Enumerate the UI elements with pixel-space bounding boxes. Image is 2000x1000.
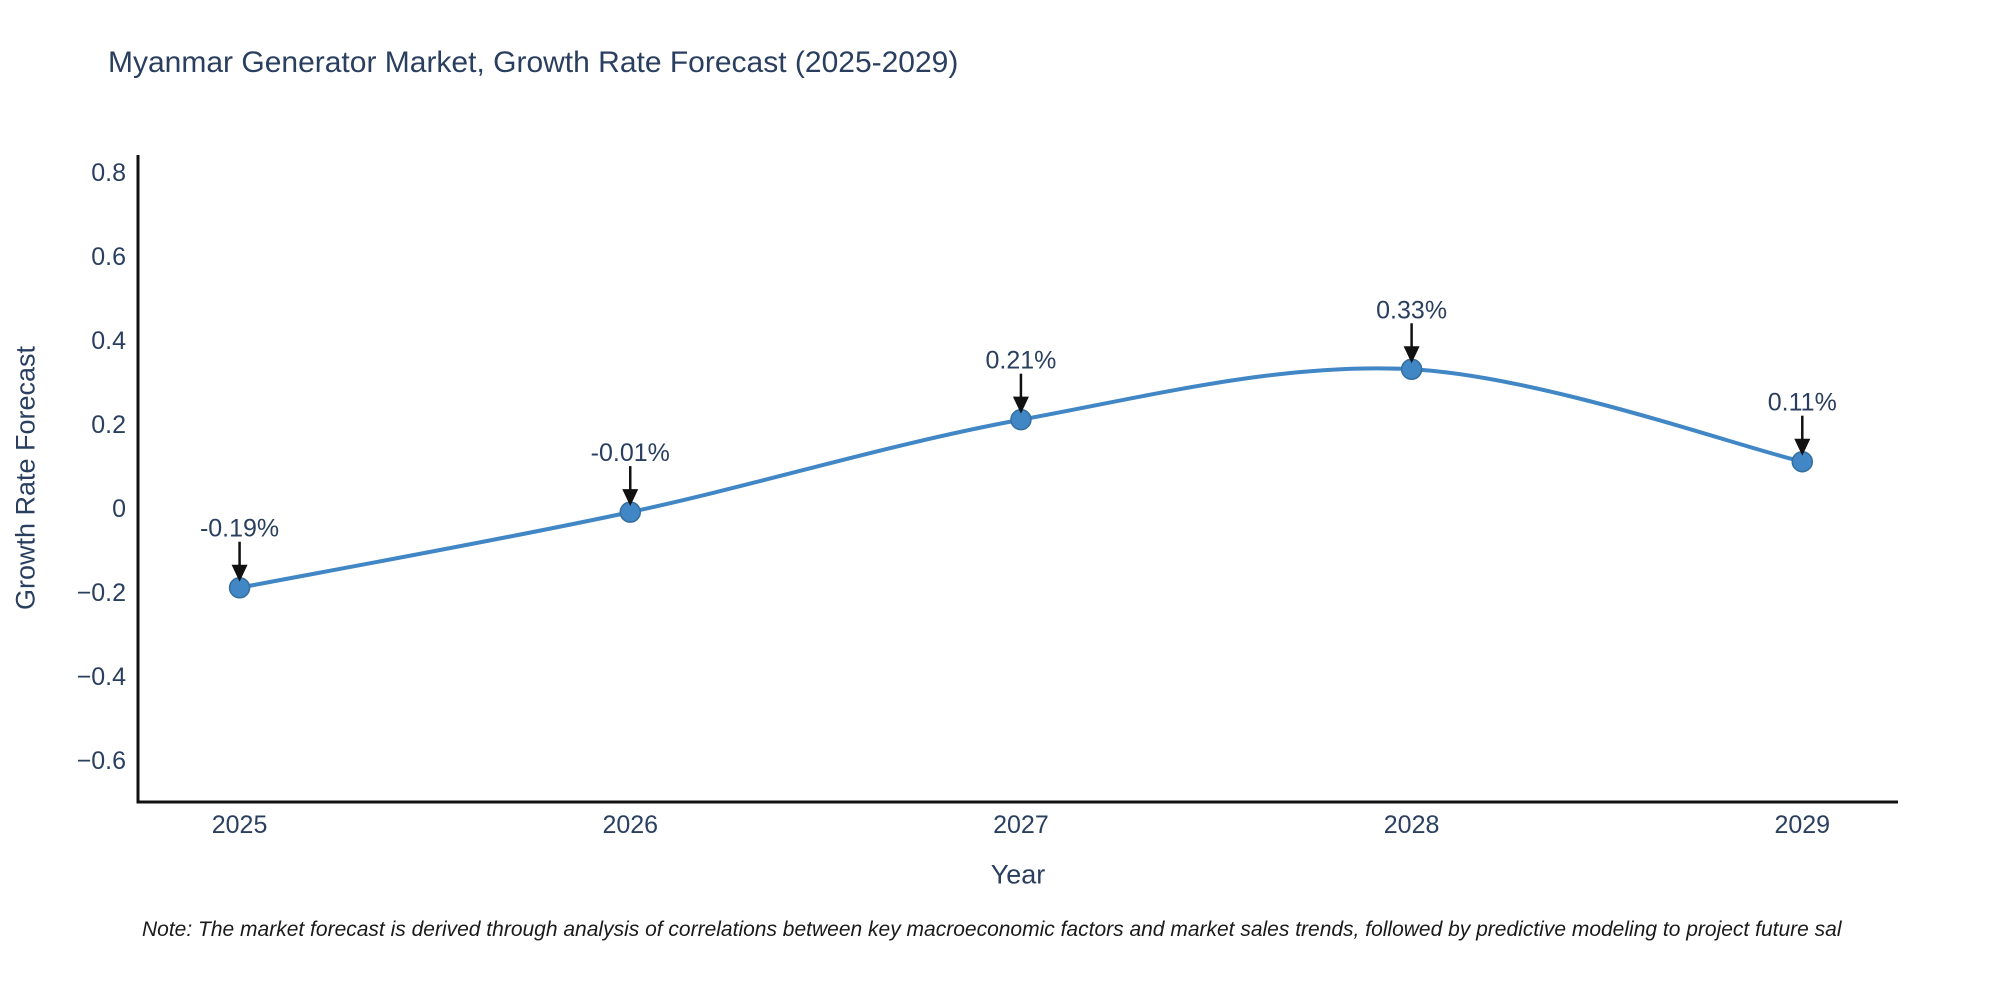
y-tick-label: −0.4 (77, 663, 126, 691)
y-tick-label: 0.2 (91, 411, 126, 439)
x-tick-label: 2029 (1774, 811, 1830, 839)
y-tick-label: −0.2 (77, 579, 126, 607)
annotation-arrowhead (1012, 396, 1029, 414)
data-point-label: -0.19% (200, 515, 279, 543)
chart-title: Myanmar Generator Market, Growth Rate Fo… (108, 46, 959, 79)
data-point-label: -0.01% (591, 439, 670, 467)
annotation-arrowhead (1794, 438, 1811, 456)
y-tick-label: −0.6 (77, 747, 126, 775)
footnote: Note: The market forecast is derived thr… (142, 918, 1842, 941)
y-tick-label: 0.6 (91, 243, 126, 271)
data-point-label: 0.11% (1768, 389, 1837, 417)
x-axis-title: Year (990, 859, 1046, 890)
annotation-arrowhead (1403, 346, 1420, 364)
y-tick-label: 0.8 (91, 159, 126, 187)
x-tick-label: 2028 (1384, 811, 1440, 839)
data-point-label: 0.21% (985, 347, 1056, 375)
x-tick-label: 2026 (602, 811, 658, 839)
y-axis-title: Growth Rate Forecast (10, 345, 41, 611)
x-tick-label: 2027 (993, 811, 1049, 839)
data-point-label: 0.33% (1376, 296, 1447, 324)
y-tick-label: 0 (112, 495, 126, 523)
x-tick-label: 2025 (212, 811, 268, 839)
annotation-arrowhead (231, 564, 248, 582)
annotation-arrowhead (622, 489, 639, 507)
y-tick-label: 0.4 (91, 327, 126, 355)
